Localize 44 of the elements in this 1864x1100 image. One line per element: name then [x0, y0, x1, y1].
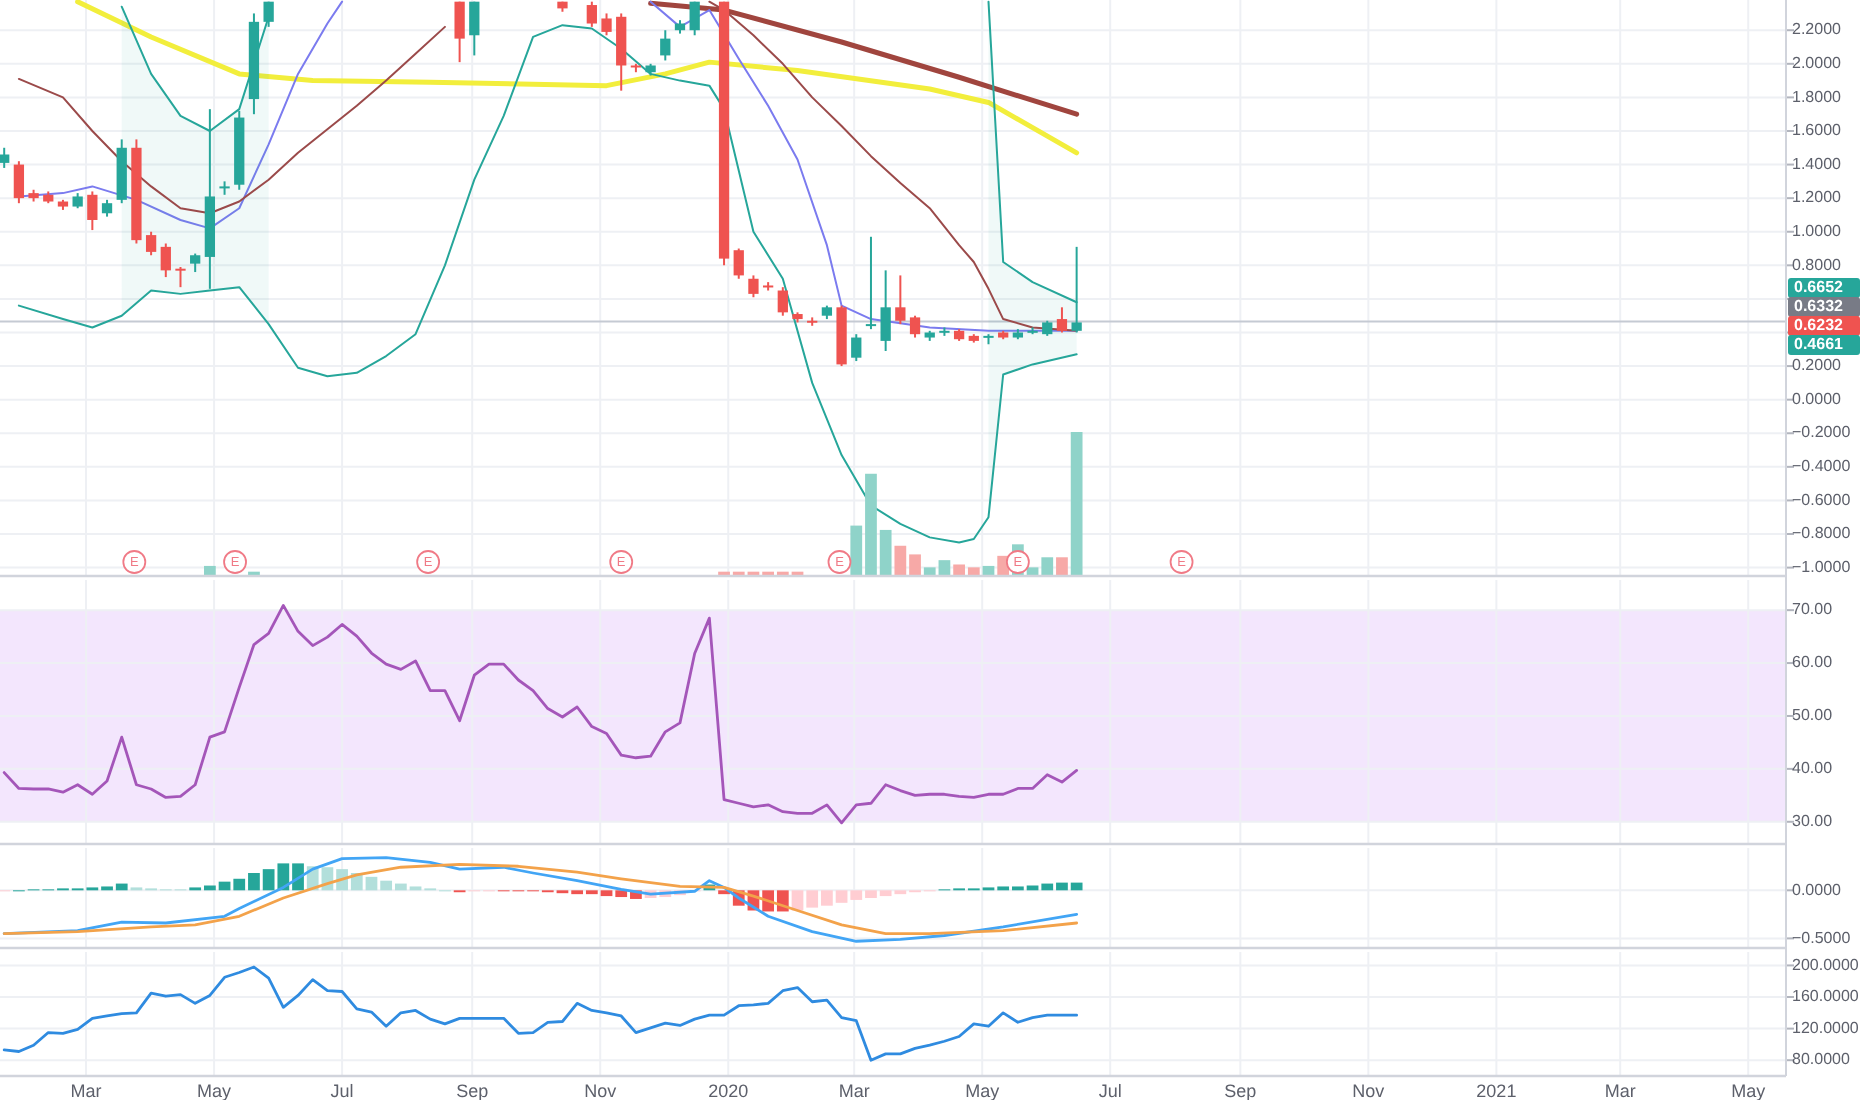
x-tick-label: Nov — [1352, 1080, 1386, 1100]
y-tick-label: 2.2000 — [1792, 20, 1843, 39]
y-tick-label: 1.4000 — [1792, 154, 1843, 173]
y-tick-label: 160.0000 — [1792, 987, 1860, 1006]
y-tick-label: 40.00 — [1792, 759, 1834, 778]
y-tick-label: 0.0000 — [1792, 389, 1843, 408]
x-tick-label: Mar — [1604, 1080, 1636, 1100]
y-tick-label: 60.00 — [1792, 653, 1834, 672]
y-tick-label: 70.00 — [1792, 600, 1834, 619]
y-tick-label: 0.8000 — [1792, 255, 1843, 274]
y-tick-label: 30.00 — [1792, 812, 1834, 830]
y-tick-label: 1.2000 — [1792, 188, 1843, 207]
text: 0.6232 — [1794, 316, 1845, 335]
y-tick-label: −0.2000 — [1792, 423, 1852, 442]
x-tick-label: May — [965, 1080, 1001, 1100]
y-tick-label: 50.00 — [1792, 706, 1834, 725]
text: 0.4661 — [1794, 335, 1845, 354]
y-tick-label: −0.8000 — [1792, 524, 1852, 543]
text: 0.6332 — [1794, 297, 1845, 316]
y-tick-label: 200.0000 — [1792, 955, 1860, 974]
x-tick-label: Nov — [584, 1080, 618, 1100]
y-tick-label: 120.0000 — [1792, 1018, 1860, 1037]
y-tick-label: 1.0000 — [1792, 221, 1843, 240]
x-tick-label: May — [197, 1080, 233, 1100]
y-tick-label: −0.4000 — [1792, 457, 1852, 476]
y-tick-label: 80.0000 — [1792, 1050, 1851, 1069]
x-tick-label: Mar — [838, 1080, 870, 1100]
x-tick-label: May — [1731, 1080, 1767, 1100]
x-tick-label: Jul — [1098, 1080, 1122, 1100]
y-tick-label: 0.2000 — [1792, 356, 1843, 375]
x-tick-label: 2021 — [1476, 1080, 1517, 1100]
x-tick-label: Jul — [330, 1080, 354, 1100]
y-tick-label: 1.6000 — [1792, 121, 1843, 140]
y-tick-label: −0.5000 — [1792, 928, 1852, 947]
x-tick-label: Sep — [456, 1080, 489, 1100]
y-tick-label: 0.0000 — [1792, 880, 1843, 899]
y-tick-label: 1.8000 — [1792, 87, 1843, 106]
x-tick-label: Mar — [70, 1080, 102, 1100]
x-tick-label: 2020 — [708, 1080, 749, 1100]
text: 0.6652 — [1794, 278, 1845, 297]
y-tick-label: −0.6000 — [1792, 490, 1852, 509]
x-tick-label: Sep — [1224, 1080, 1257, 1100]
y-tick-label: 2.0000 — [1792, 54, 1843, 73]
y-tick-label: −1.0000 — [1792, 557, 1852, 576]
